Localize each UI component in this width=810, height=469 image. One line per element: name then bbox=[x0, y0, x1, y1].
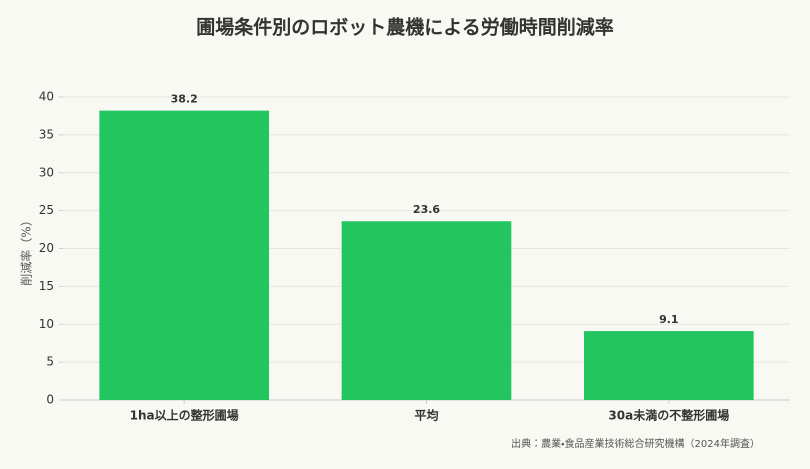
data-label: 38.2 bbox=[171, 93, 198, 106]
bar bbox=[341, 221, 512, 400]
y-axis-label: 削減率（%） bbox=[19, 214, 34, 285]
y-tick-label: 10 bbox=[39, 317, 54, 331]
y-tick-label: 30 bbox=[39, 165, 54, 179]
y-tick-label: 25 bbox=[39, 203, 54, 217]
data-label: 23.6 bbox=[413, 203, 440, 216]
x-tick-label: 30a未満の不整形圃場 bbox=[608, 408, 729, 423]
y-tick-label: 15 bbox=[39, 279, 54, 293]
x-tick-label: 平均 bbox=[414, 408, 438, 423]
y-tick-label: 0 bbox=[46, 393, 54, 407]
x-tick-label: 1ha以上の整形圃場 bbox=[130, 408, 239, 423]
source-note: 出典：農業・食品産業技術総合研究機構（2024年調査） bbox=[511, 437, 760, 450]
data-label: 9.1 bbox=[659, 313, 679, 326]
chart-title: 圃場条件別のロボット農機による労働時間削減率 bbox=[196, 16, 613, 39]
y-tick-label: 35 bbox=[39, 127, 54, 141]
y-tick-label: 5 bbox=[46, 355, 54, 369]
y-tick-label: 40 bbox=[39, 90, 54, 104]
bar bbox=[99, 110, 269, 400]
bar bbox=[584, 331, 754, 400]
y-tick-label: 20 bbox=[39, 241, 54, 255]
